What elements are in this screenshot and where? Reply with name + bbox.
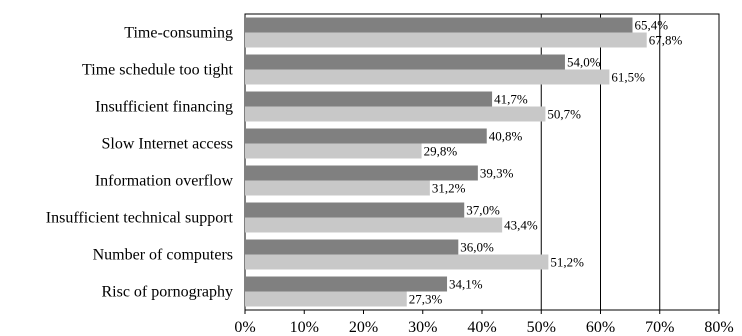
bar bbox=[245, 54, 565, 70]
x-tick-label: 0% bbox=[234, 319, 255, 336]
x-tick-label: 60% bbox=[586, 319, 615, 336]
data-label: 61,5% bbox=[611, 70, 645, 85]
bar bbox=[245, 202, 465, 218]
category-label: Risc of pornography bbox=[101, 284, 233, 301]
bar bbox=[245, 291, 407, 307]
data-label: 29,8% bbox=[424, 144, 458, 159]
bar bbox=[245, 239, 459, 255]
category-label: Insufficient financing bbox=[95, 99, 233, 116]
bar bbox=[245, 128, 487, 144]
bar bbox=[245, 254, 549, 270]
data-label: 31,2% bbox=[432, 181, 466, 196]
x-tick-label: 30% bbox=[408, 319, 437, 336]
category-labels: Time-consuming Time schedule too tight Ins… bbox=[46, 25, 234, 301]
data-label: 41,7% bbox=[494, 92, 528, 107]
bar bbox=[245, 180, 430, 196]
data-label: 34,1% bbox=[449, 277, 483, 292]
category-label: Information overflow bbox=[95, 173, 234, 190]
data-label: 65,4% bbox=[634, 18, 668, 33]
data-label: 67,8% bbox=[649, 33, 683, 48]
bar bbox=[245, 217, 503, 233]
bar bbox=[245, 165, 478, 181]
data-label: 40,8% bbox=[489, 129, 523, 144]
bar bbox=[245, 32, 647, 48]
category-label: Number of computers bbox=[93, 247, 233, 264]
x-tick-label: 10% bbox=[290, 319, 319, 336]
bar bbox=[245, 69, 610, 85]
bar bbox=[245, 17, 633, 33]
bars: 65,4%67,8% 54,0% 61,5% 41,7% 50,7% 40,8% 29,8%… bbox=[245, 17, 683, 307]
category-label: Slow Internet access bbox=[101, 136, 233, 153]
bar bbox=[245, 276, 448, 292]
x-tick-label: 40% bbox=[467, 319, 496, 336]
x-tick-label: 20% bbox=[349, 319, 378, 336]
data-label: 50,7% bbox=[547, 107, 581, 122]
data-label: 39,3% bbox=[480, 166, 514, 181]
x-tick-label: 80% bbox=[704, 319, 733, 336]
x-tick-label: 70% bbox=[645, 319, 674, 336]
data-label: 37,0% bbox=[466, 203, 500, 218]
bar bbox=[245, 143, 422, 159]
data-label: 43,4% bbox=[504, 218, 538, 233]
data-label: 27,3% bbox=[409, 292, 443, 307]
bar bbox=[245, 106, 546, 122]
data-label: 54,0% bbox=[567, 55, 601, 70]
data-label: 51,2% bbox=[550, 255, 584, 270]
category-label: Time-consuming bbox=[124, 25, 233, 42]
category-label: Time schedule too tight bbox=[82, 62, 234, 79]
category-label: Insufficient technical support bbox=[46, 210, 234, 227]
data-label: 36,0% bbox=[460, 240, 494, 255]
x-tick-label: 50% bbox=[527, 319, 556, 336]
x-axis-ticks: 0% 10% 20% 30% 40% 50% 60% 70% 80% bbox=[234, 310, 734, 336]
bar bbox=[245, 91, 493, 107]
